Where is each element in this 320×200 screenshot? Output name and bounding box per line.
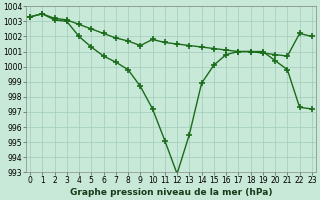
X-axis label: Graphe pression niveau de la mer (hPa): Graphe pression niveau de la mer (hPa) — [70, 188, 272, 197]
